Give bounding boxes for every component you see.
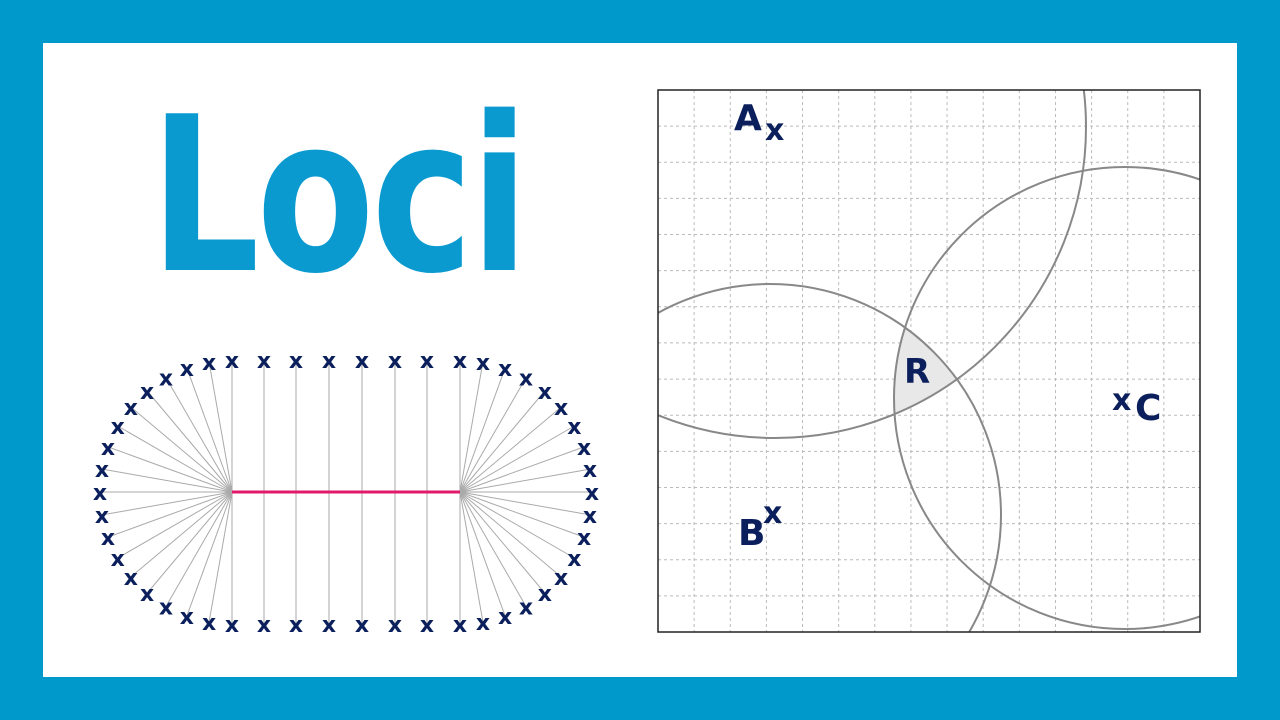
construction-line (117, 425, 233, 493)
locus-cross: x (180, 357, 194, 382)
locus-cross: x (519, 367, 533, 392)
locus-cross: x (225, 349, 239, 374)
locus-cross: x (585, 481, 599, 506)
construction-line (459, 425, 575, 493)
grid-frame (657, 89, 1201, 633)
locus-cross: x (420, 613, 434, 638)
locus-cross: x (583, 458, 597, 483)
construction-line (101, 491, 233, 516)
locus-cross: x (476, 351, 490, 376)
locus-cross: x (159, 367, 173, 392)
locus-cross: x (289, 613, 303, 638)
locus-cross: x (388, 349, 402, 374)
locus-cross: x (322, 349, 336, 374)
construction-line (186, 491, 233, 617)
locus-cross: x (355, 349, 369, 374)
locus-cross: x (111, 415, 125, 440)
construction-line (459, 491, 546, 594)
locus-cross: x (577, 436, 591, 461)
construction-line (208, 361, 233, 493)
label-b: B (738, 513, 765, 554)
locus-cross: x (355, 613, 369, 638)
locus-cross: x (583, 504, 597, 529)
locus-cross: x (257, 349, 271, 374)
construction-line (130, 491, 233, 578)
construction-line (459, 390, 546, 493)
locus-cross: x (476, 611, 490, 636)
locus-cross: x (567, 415, 581, 440)
construction-line (459, 491, 506, 617)
cross-c: x (1112, 383, 1131, 418)
construction-line (107, 446, 233, 493)
construction-line (146, 390, 233, 493)
circle-c (893, 166, 1200, 630)
region-r-shading (894, 284, 1001, 438)
construction-line (208, 491, 233, 623)
locus-cross: x (554, 566, 568, 591)
locus-cross: x (95, 504, 109, 529)
locus-cross: x (453, 613, 467, 638)
thumbnail-panel (43, 43, 1237, 677)
locus-cross: x (180, 605, 194, 630)
construction-line (459, 491, 484, 623)
construction-line (459, 491, 527, 607)
locus-cross: x (93, 481, 107, 506)
locus-cross: x (101, 436, 115, 461)
locus-cross: x (567, 547, 581, 572)
locus-cross: x (95, 458, 109, 483)
locus-cross: x (140, 380, 154, 405)
construction-line (101, 468, 233, 493)
construction-line (117, 491, 233, 559)
locus-cross: x (257, 613, 271, 638)
locus-cross: x (519, 595, 533, 620)
construction-line (459, 446, 585, 493)
locus-cross: x (453, 349, 467, 374)
construction-line (165, 491, 233, 607)
locus-cross: x (202, 611, 216, 636)
construction-line (459, 361, 484, 493)
locus-cross: x (388, 613, 402, 638)
locus-cross: x (577, 526, 591, 551)
title: Loci (150, 70, 529, 321)
locus-cross: x (140, 582, 154, 607)
cross-b: x (763, 496, 782, 531)
construction-line (459, 491, 585, 538)
construction-line (459, 406, 562, 493)
circle-a (658, 90, 1087, 439)
locus-cross: x (124, 566, 138, 591)
locus-cross: x (124, 396, 138, 421)
locus-cross: x (289, 349, 303, 374)
locus-cross: x (498, 357, 512, 382)
locus-cross: x (111, 547, 125, 572)
construction-line (459, 491, 562, 578)
construction-line (459, 491, 591, 516)
locus-cross: x (538, 582, 552, 607)
construction-line (459, 491, 575, 559)
construction-line (459, 468, 591, 493)
construction-line (186, 367, 233, 493)
locus-cross: x (322, 613, 336, 638)
construction-line (459, 367, 506, 493)
construction-line (130, 406, 233, 493)
locus-cross: x (101, 526, 115, 551)
locus-cross: x (538, 380, 552, 405)
construction-line (107, 491, 233, 538)
cross-a: x (765, 113, 784, 148)
label-a: A (734, 98, 762, 139)
locus-cross: x (498, 605, 512, 630)
locus-cross: x (202, 351, 216, 376)
locus-cross: x (225, 613, 239, 638)
construction-line (165, 377, 233, 493)
circle-b (658, 283, 1002, 632)
construction-line (459, 377, 527, 493)
locus-cross: x (159, 595, 173, 620)
locus-cross: x (554, 396, 568, 421)
label-c: C (1135, 388, 1161, 429)
construction-line (146, 491, 233, 594)
label-r: R (904, 352, 930, 392)
locus-cross: x (420, 349, 434, 374)
